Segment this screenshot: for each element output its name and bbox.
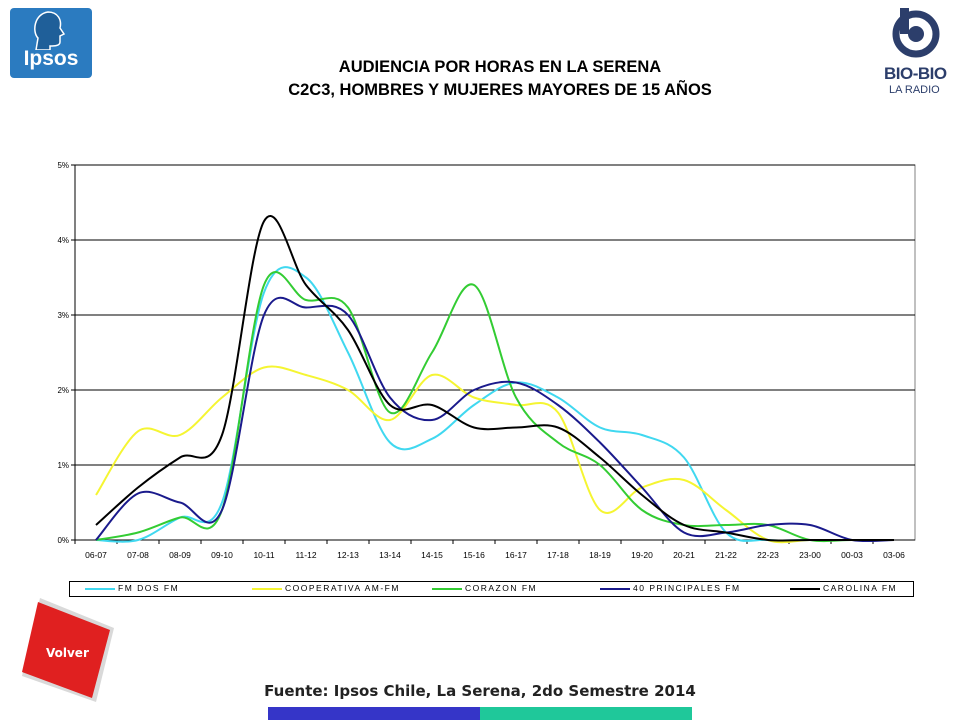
biobio-logo: BIO-BIO LA RADIO xyxy=(880,6,952,98)
legend-label: FM DOS FM xyxy=(118,583,180,593)
biobio-wordmark: BIO-BIO xyxy=(884,64,947,83)
y-tick-label: 1% xyxy=(57,461,69,470)
plot-area xyxy=(74,164,916,541)
legend-swatch xyxy=(790,588,820,590)
legend-label: CORAZON FM xyxy=(465,583,538,593)
ipsos-logo: Ipsos xyxy=(10,8,92,78)
legend-swatch xyxy=(252,588,282,590)
x-tick-label: 10-11 xyxy=(253,550,274,560)
ipsos-wordmark: Ipsos xyxy=(23,47,79,70)
legend-label: 40 PRINCIPALES FM xyxy=(633,583,741,593)
source-note: Fuente: Ipsos Chile, La Serena, 2do Seme… xyxy=(264,682,696,700)
x-tick-label: 16-17 xyxy=(505,550,527,560)
footer-bar-teal xyxy=(480,707,692,720)
ipsos-face-icon xyxy=(34,11,66,50)
biobio-subtitle: LA RADIO xyxy=(889,84,940,96)
y-tick-label: 3% xyxy=(57,311,69,320)
volver-label: Volver xyxy=(46,646,89,660)
footer-bar-blue xyxy=(268,707,480,720)
x-tick-label: 07-08 xyxy=(127,550,149,560)
y-tick-label: 2% xyxy=(57,386,69,395)
legend-swatch xyxy=(85,588,115,590)
series-line-2 xyxy=(95,271,894,543)
x-tick-label: 14-15 xyxy=(421,550,443,560)
series-line-3 xyxy=(95,297,895,543)
volver-button[interactable]: Volver xyxy=(22,598,114,702)
x-tick-label: 08-09 xyxy=(169,550,191,560)
x-tick-label: 15-16 xyxy=(463,550,485,560)
legend-swatch xyxy=(432,588,462,590)
x-tick-label: 03-06 xyxy=(883,550,905,560)
x-tick-label: 11-12 xyxy=(295,550,316,560)
chart-legend: FM DOS FM COOPERATIVA AM-FM CORAZON FM 40 P… xyxy=(69,581,914,597)
y-tick-label: 0% xyxy=(57,536,69,545)
x-tick-label: 00-03 xyxy=(841,550,863,560)
legend-label: CAROLINA FM xyxy=(823,583,898,593)
x-tick-label: 23-00 xyxy=(799,550,821,560)
x-tick-label: 13-14 xyxy=(379,550,401,560)
series-line-0 xyxy=(95,266,894,543)
x-tick-label: 19-20 xyxy=(631,550,653,560)
legend-label: COOPERATIVA AM-FM xyxy=(285,583,400,593)
biobio-radio-icon xyxy=(892,8,940,58)
page-title: AUDIENCIA POR HORAS EN LA SERENA xyxy=(338,58,662,76)
page-subtitle: C2C3, HOMBRES Y MUJERES MAYORES DE 15 AÑ… xyxy=(288,81,712,99)
series-line-1 xyxy=(95,365,894,544)
x-tick-label: 17-18 xyxy=(547,550,569,560)
x-tick-label: 18-19 xyxy=(589,550,611,560)
y-tick-label: 5% xyxy=(57,161,69,170)
x-tick-label: 12-13 xyxy=(337,550,359,560)
x-tick-label: 21-22 xyxy=(715,550,737,560)
x-tick-label: 06-07 xyxy=(85,550,107,560)
legend-swatch xyxy=(600,588,630,590)
y-tick-label: 4% xyxy=(57,236,69,245)
x-tick-label: 22-23 xyxy=(757,550,779,560)
x-tick-label: 20-21 xyxy=(673,550,695,560)
volver-button-shape xyxy=(22,598,114,702)
series-line-4 xyxy=(95,215,894,542)
x-tick-label: 09-10 xyxy=(211,550,233,560)
